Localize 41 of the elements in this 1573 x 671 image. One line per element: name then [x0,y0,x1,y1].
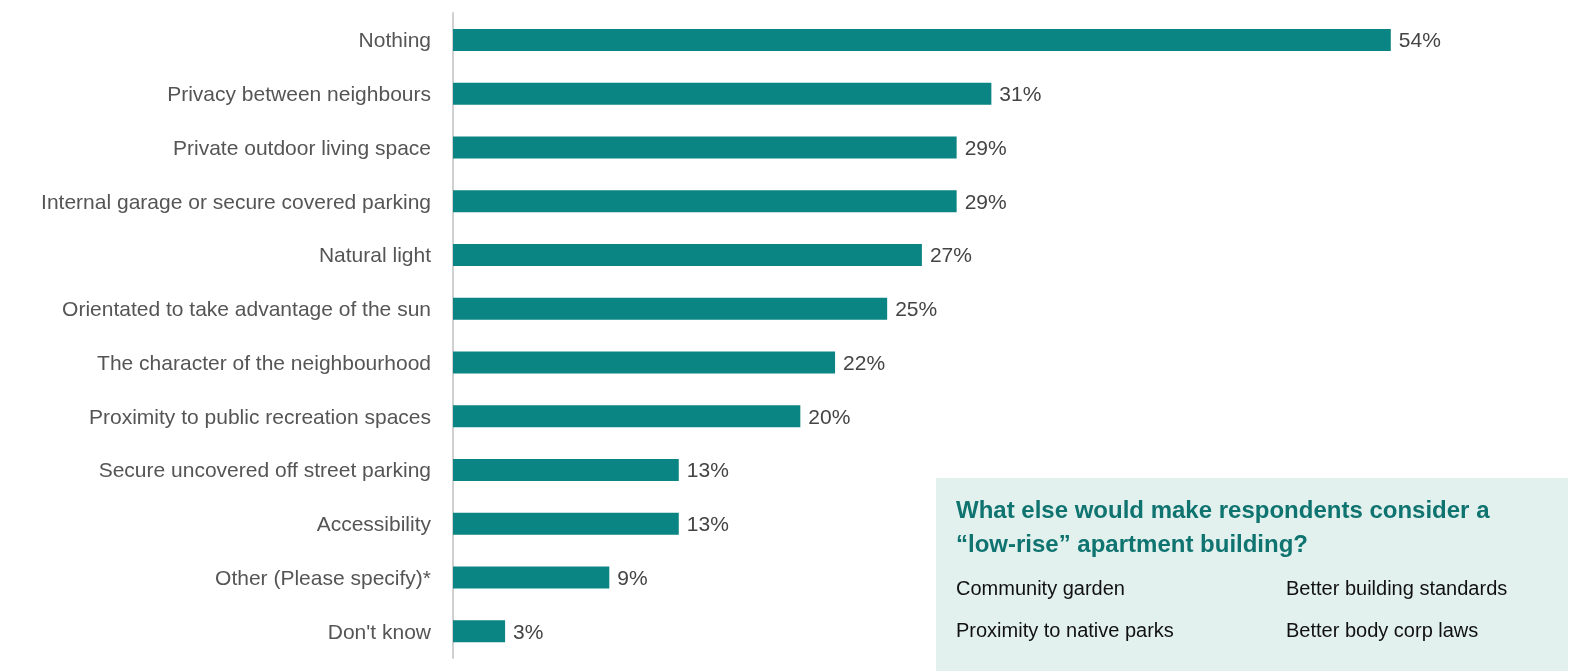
bar [453,620,506,643]
y-tick-label: Don't know [327,619,432,643]
data-label: 9% [617,565,648,589]
data-label: 3% [513,619,544,643]
data-label: 29% [964,135,1007,159]
bar [453,351,836,374]
bar [453,297,888,320]
y-tick-label: Private outdoor living space [173,135,431,159]
data-label: 13% [686,458,729,482]
y-tick-label: Other (Please specify)* [215,565,431,589]
data-label: 13% [686,512,729,536]
bar [453,243,922,266]
bar [453,566,610,589]
bar [453,136,957,159]
data-label: 29% [964,189,1007,213]
bar [453,82,992,105]
data-label: 31% [999,82,1042,106]
y-tick-label: Internal garage or secure covered parking [41,189,431,213]
annotation: Better body corp laws [1286,619,1479,641]
annotation: What else would make respondents consider a “low-rise” apartment building? [956,495,1497,557]
y-tick-label: Proximity to public recreation spaces [89,404,431,428]
data-label: 22% [843,350,886,374]
y-tick-label: Orientated to take advantage of the sun [62,297,431,321]
data-label: 27% [929,243,972,267]
y-tick-label: Natural light [318,243,432,267]
data-label: 25% [895,297,938,321]
annotation: Community garden [956,577,1125,599]
bar [453,190,957,213]
annotation: Proximity to native parks [956,619,1174,641]
y-tick-label: Secure uncovered off street parking [98,458,431,482]
bar [453,405,801,428]
data-label: 20% [808,404,851,428]
y-tick-label: Privacy between neighbours [167,82,431,106]
y-tick-label: Nothing [358,28,431,52]
y-tick-label: The character of the neighbourhood [97,350,431,374]
y-tick-label: Accessibility [316,512,432,536]
bar [453,28,1391,51]
data-label: 54% [1398,28,1441,52]
annotation: Better building standards [1286,577,1508,599]
bar [453,458,679,481]
bar [453,512,679,535]
